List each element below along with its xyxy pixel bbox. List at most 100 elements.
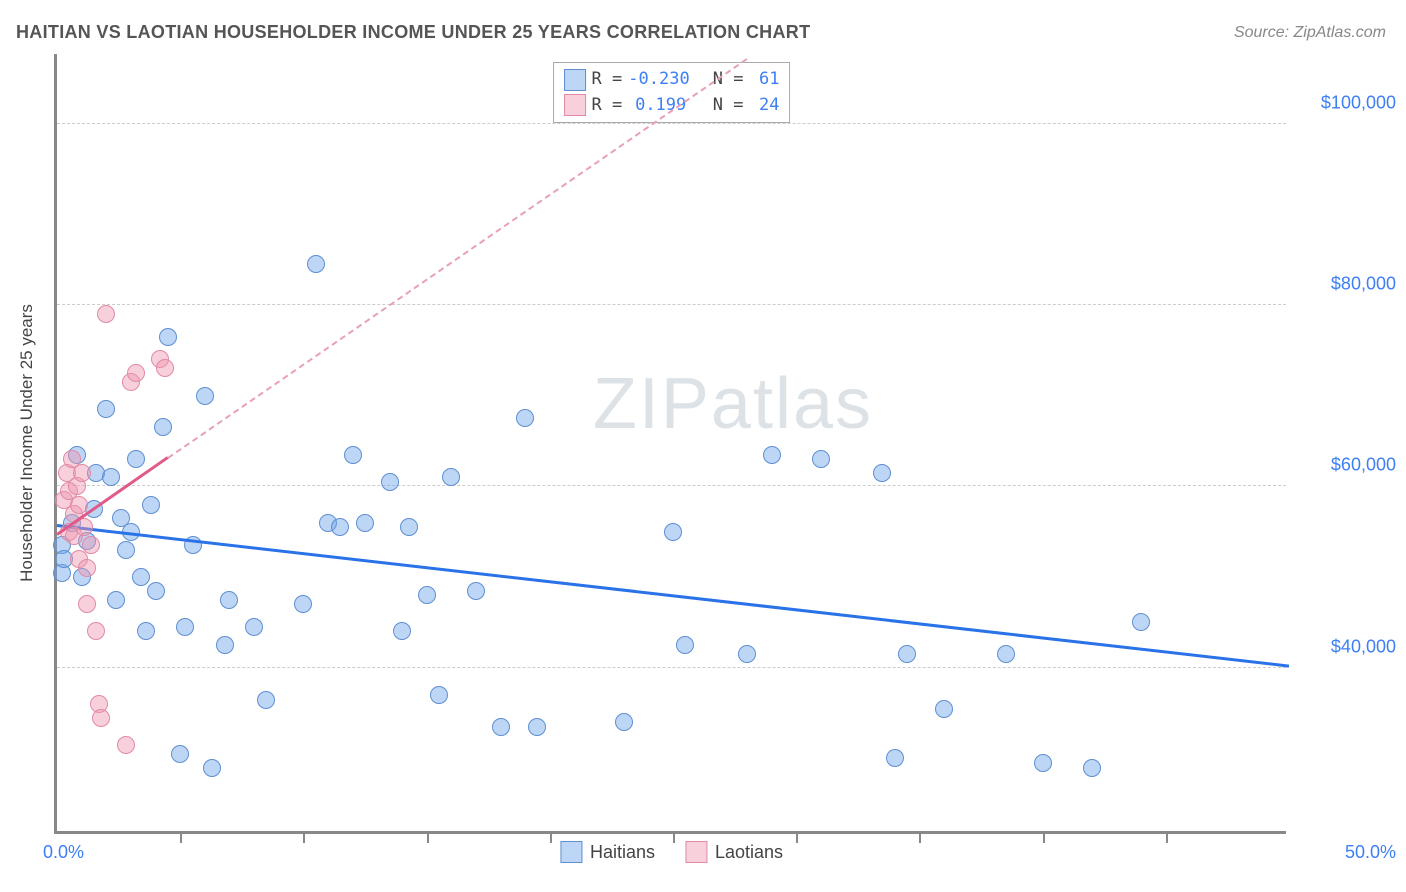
x-tick (303, 831, 305, 843)
data-point (92, 709, 110, 727)
data-point (664, 523, 682, 541)
data-point (763, 446, 781, 464)
legend-label: Haitians (590, 842, 655, 863)
data-point (171, 745, 189, 763)
data-point (418, 586, 436, 604)
data-point (196, 387, 214, 405)
data-point (257, 691, 275, 709)
y-tick-label: $40,000 (1296, 636, 1396, 657)
data-point (381, 473, 399, 491)
data-point (873, 464, 891, 482)
series-legend: Haitians Laotians (560, 841, 783, 863)
legend-swatch (564, 94, 586, 116)
x-axis-max-label: 50.0% (1345, 842, 1396, 863)
data-point (137, 622, 155, 640)
n-label: N = (692, 93, 743, 119)
data-point (176, 618, 194, 636)
data-point (220, 591, 238, 609)
data-point (87, 622, 105, 640)
data-point (331, 518, 349, 536)
correlation-legend: R = -0.230 N = 61R = 0.199 N = 24 (553, 62, 791, 123)
x-tick (180, 831, 182, 843)
data-point (245, 618, 263, 636)
source-attribution: Source: ZipAtlas.com (1234, 24, 1386, 42)
legend-stat-row: R = 0.199 N = 24 (564, 93, 780, 119)
data-point (935, 700, 953, 718)
data-point (400, 518, 418, 536)
x-tick (1166, 831, 1168, 843)
legend-item: Laotians (685, 841, 783, 863)
data-point (97, 400, 115, 418)
data-point (147, 582, 165, 600)
watermark: ZIPatlas (593, 363, 873, 445)
trend-line (167, 58, 747, 459)
chart-container: HAITIAN VS LAOTIAN HOUSEHOLDER INCOME UN… (0, 0, 1406, 892)
data-point (159, 328, 177, 346)
data-point (73, 464, 91, 482)
y-tick-label: $100,000 (1296, 92, 1396, 113)
data-point (898, 645, 916, 663)
data-point (294, 595, 312, 613)
legend-stat-row: R = -0.230 N = 61 (564, 67, 780, 93)
r-label: R = (592, 93, 623, 119)
x-tick (427, 831, 429, 843)
data-point (528, 718, 546, 736)
data-point (78, 595, 96, 613)
plot-area: ZIPatlas Householder Income Under 25 yea… (54, 54, 1286, 834)
data-point (430, 686, 448, 704)
data-point (154, 418, 172, 436)
data-point (102, 468, 120, 486)
data-point (812, 450, 830, 468)
data-point (142, 496, 160, 514)
n-value: 24 (749, 93, 779, 119)
x-tick (919, 831, 921, 843)
data-point (216, 636, 234, 654)
data-point (1132, 613, 1150, 631)
data-point (127, 450, 145, 468)
gridline (57, 304, 1286, 305)
data-point (1083, 759, 1101, 777)
data-point (738, 645, 756, 663)
data-point (492, 718, 510, 736)
data-point (203, 759, 221, 777)
x-tick (673, 831, 675, 843)
data-point (356, 514, 374, 532)
data-point (132, 568, 150, 586)
x-tick (550, 831, 552, 843)
n-value: 61 (749, 67, 779, 93)
data-point (156, 359, 174, 377)
data-point (467, 582, 485, 600)
x-tick (796, 831, 798, 843)
legend-swatch (564, 69, 586, 91)
data-point (615, 713, 633, 731)
data-point (997, 645, 1015, 663)
gridline (57, 485, 1286, 486)
data-point (344, 446, 362, 464)
r-value: -0.230 (628, 67, 686, 93)
data-point (307, 255, 325, 273)
chart-title: HAITIAN VS LAOTIAN HOUSEHOLDER INCOME UN… (16, 22, 810, 43)
data-point (117, 736, 135, 754)
legend-swatch (560, 841, 582, 863)
x-tick (1043, 831, 1045, 843)
data-point (127, 364, 145, 382)
data-point (886, 749, 904, 767)
data-point (516, 409, 534, 427)
y-tick-label: $60,000 (1296, 455, 1396, 476)
data-point (107, 591, 125, 609)
x-axis-min-label: 0.0% (43, 842, 84, 863)
data-point (82, 536, 100, 554)
data-point (78, 559, 96, 577)
data-point (393, 622, 411, 640)
data-point (442, 468, 460, 486)
y-axis-title: Householder Income Under 25 years (17, 304, 37, 582)
data-point (117, 541, 135, 559)
legend-item: Haitians (560, 841, 655, 863)
r-label: R = (592, 67, 623, 93)
gridline (57, 667, 1286, 668)
data-point (70, 496, 88, 514)
trend-line (57, 524, 1289, 668)
gridline (57, 123, 1286, 124)
data-point (1034, 754, 1052, 772)
legend-swatch (685, 841, 707, 863)
